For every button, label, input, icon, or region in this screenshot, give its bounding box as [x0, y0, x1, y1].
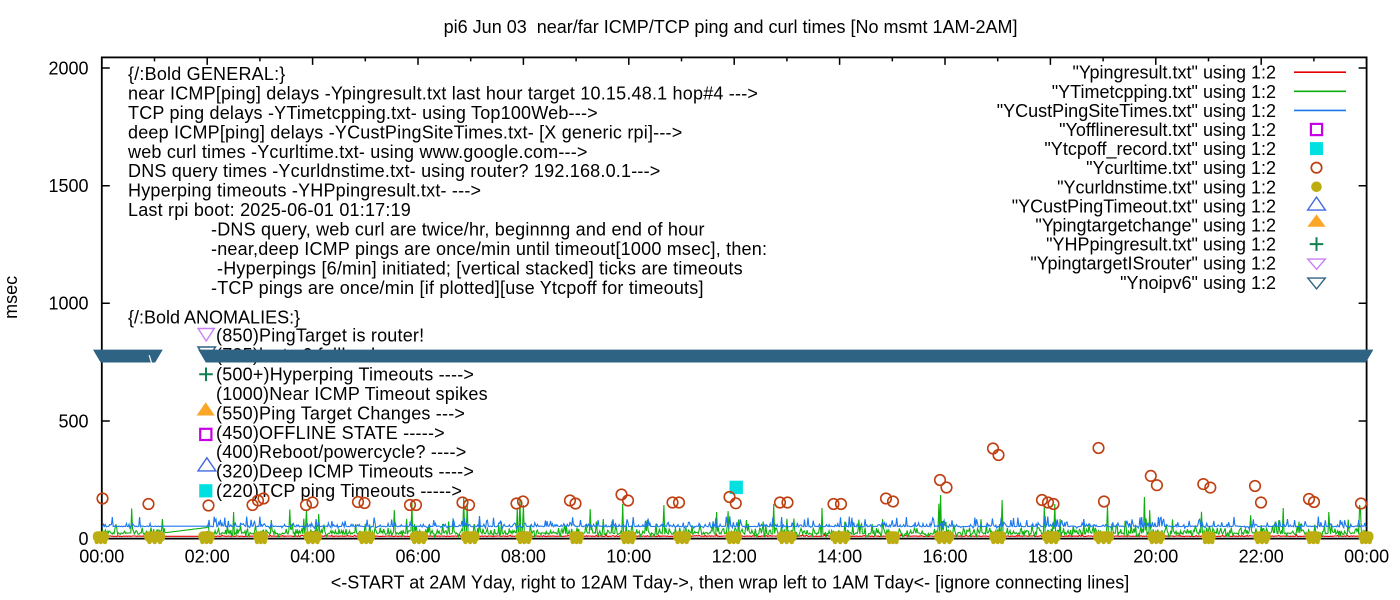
svg-text:(1000)Near ICMP Timeout spikes: (1000)Near ICMP Timeout spikes	[216, 384, 488, 404]
svg-text:web curl times -Ycurltime.txt-: web curl times -Ycurltime.txt- using www…	[127, 142, 588, 162]
svg-text:08:00: 08:00	[501, 546, 546, 566]
svg-text:(450)OFFLINE STATE ----->: (450)OFFLINE STATE ----->	[216, 423, 445, 443]
svg-text:"YTimetcpping.txt" using 1:2: "YTimetcpping.txt" using 1:2	[1052, 82, 1276, 102]
svg-text:(500+)Hyperping Timeouts ---->: (500+)Hyperping Timeouts ---->	[216, 364, 474, 384]
svg-text:<-START at 2AM Yday, right to: <-START at 2AM Yday, right to 12AM Tday-…	[331, 573, 1130, 593]
svg-text:near ICMP[ping] delays -Ypingr: near ICMP[ping] delays -Ypingresult.txt …	[128, 84, 758, 104]
svg-text:16:00: 16:00	[922, 546, 967, 566]
svg-text:"Yofflineresult.txt" using 1:2: "Yofflineresult.txt" using 1:2	[1059, 120, 1276, 140]
svg-text:msec: msec	[1, 276, 21, 319]
svg-text:20:00: 20:00	[1133, 546, 1178, 566]
svg-text:-DNS query, web curl are twice: -DNS query, web curl are twice/hr, begin…	[211, 220, 705, 240]
svg-text:2000: 2000	[48, 58, 88, 78]
svg-text:10:00: 10:00	[606, 546, 651, 566]
svg-text:0: 0	[78, 529, 88, 549]
svg-text:(400)Reboot/powercycle? ---->: (400)Reboot/powercycle? ---->	[216, 442, 466, 462]
svg-text:18:00: 18:00	[1028, 546, 1073, 566]
svg-text:12:00: 12:00	[712, 546, 757, 566]
svg-text:-Hyperpings [6/min] initiated;: -Hyperpings [6/min] initiated; [vertical…	[217, 259, 743, 279]
svg-text:"Ytcpoff_record.txt" using 1:2: "Ytcpoff_record.txt" using 1:2	[1044, 139, 1276, 160]
svg-text:deep ICMP[ping] delays -YCustP: deep ICMP[ping] delays -YCustPingSiteTim…	[128, 122, 682, 142]
svg-text:Hyperping timeouts -YHPpingres: Hyperping timeouts -YHPpingresult.txt- -…	[128, 181, 481, 201]
svg-text:"Ycurldnstime.txt" using 1:2: "Ycurldnstime.txt" using 1:2	[1057, 177, 1276, 197]
svg-text:Last rpi boot: 2025-06-01 01:1: Last rpi boot: 2025-06-01 01:17:19	[128, 200, 411, 220]
svg-text:(320)Deep ICMP Timeouts ---->: (320)Deep ICMP Timeouts ---->	[216, 462, 474, 482]
svg-text:"YHPpingresult.txt" using 1:2: "YHPpingresult.txt" using 1:2	[1046, 235, 1276, 255]
svg-text:"Ypingresult.txt" using 1:2: "Ypingresult.txt" using 1:2	[1072, 63, 1276, 83]
svg-text:"Ynoipv6" using 1:2: "Ynoipv6" using 1:2	[1120, 273, 1276, 293]
svg-text:"Ypingtargetchange" using 1:2: "Ypingtargetchange" using 1:2	[1035, 216, 1276, 236]
svg-text:22:00: 22:00	[1239, 546, 1284, 566]
svg-text:"Ycurltime.txt" using 1:2: "Ycurltime.txt" using 1:2	[1086, 158, 1276, 178]
svg-text:1500: 1500	[48, 176, 88, 196]
svg-text:1000: 1000	[48, 294, 88, 314]
svg-text:{/:Bold GENERAL:}: {/:Bold GENERAL:}	[128, 64, 285, 84]
svg-text:04:00: 04:00	[290, 546, 335, 566]
svg-text:-near,deep ICMP pings are once: -near,deep ICMP pings are once/min until…	[211, 239, 767, 259]
svg-text:"YCustPingTimeout.txt" using 1: "YCustPingTimeout.txt" using 1:2	[1012, 196, 1276, 216]
svg-text:(850)PingTarget is router!: (850)PingTarget is router!	[216, 326, 424, 346]
svg-text:"YCustPingSiteTimes.txt" using: "YCustPingSiteTimes.txt" using 1:2	[997, 101, 1276, 121]
svg-text:-TCP pings are once/min [if pl: -TCP pings are once/min [if plotted][use…	[211, 278, 704, 298]
svg-text:500: 500	[58, 411, 88, 431]
svg-text:DNS query times -Ycurldnstime.: DNS query times -Ycurldnstime.txt- using…	[128, 161, 661, 181]
svg-text:pi6 Jun 03 near/far ICMP/TCP: pi6 Jun 03 near/far ICMP/TCP ping and cu…	[444, 17, 1018, 37]
svg-text:14:00: 14:00	[817, 546, 862, 566]
svg-text:(220)TCP ping Timeouts ----->: (220)TCP ping Timeouts ----->	[216, 481, 462, 501]
svg-text:(550)Ping Target Changes --->: (550)Ping Target Changes --->	[216, 403, 465, 423]
svg-text:00:00: 00:00	[1344, 546, 1389, 566]
svg-text:"YpingtargetISrouter" using 1:: "YpingtargetISrouter" using 1:2	[1030, 254, 1276, 274]
svg-text:TCP ping delays -YTimetcpping.: TCP ping delays -YTimetcpping.txt- using…	[128, 103, 598, 123]
svg-text:00:00: 00:00	[79, 546, 124, 566]
svg-text:{/:Bold ANOMALIES:}: {/:Bold ANOMALIES:}	[128, 307, 300, 327]
svg-text:02:00: 02:00	[185, 546, 230, 566]
svg-text:06:00: 06:00	[395, 546, 440, 566]
